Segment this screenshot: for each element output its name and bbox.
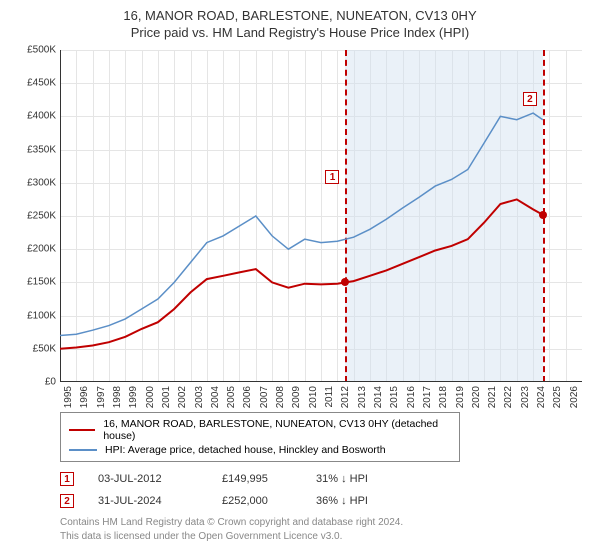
y-tick-label: £200K bbox=[16, 244, 56, 255]
address-title: 16, MANOR ROAD, BARLESTONE, NUNEATON, CV… bbox=[16, 8, 584, 23]
y-tick-label: £250K bbox=[16, 211, 56, 222]
x-tick-label: 1999 bbox=[128, 386, 139, 408]
x-tick-label: 2026 bbox=[569, 386, 580, 408]
x-tick-label: 2017 bbox=[422, 386, 433, 408]
x-tick-label: 2021 bbox=[487, 386, 498, 408]
line-series bbox=[60, 50, 582, 382]
title-block: 16, MANOR ROAD, BARLESTONE, NUNEATON, CV… bbox=[16, 8, 584, 40]
y-tick-label: £300K bbox=[16, 177, 56, 188]
legend-item: 16, MANOR ROAD, BARLESTONE, NUNEATON, CV… bbox=[69, 417, 451, 443]
y-tick-label: £150K bbox=[16, 277, 56, 288]
chart-container: 16, MANOR ROAD, BARLESTONE, NUNEATON, CV… bbox=[0, 0, 600, 560]
x-tick-label: 2020 bbox=[471, 386, 482, 408]
x-tick-label: 2015 bbox=[389, 386, 400, 408]
sale-row: 1 03-JUL-2012 £149,995 31% ↓ HPI bbox=[60, 472, 584, 486]
sale-row: 2 31-JUL-2024 £252,000 36% ↓ HPI bbox=[60, 494, 584, 508]
x-tick-label: 2001 bbox=[161, 386, 172, 408]
x-tick-label: 2025 bbox=[552, 386, 563, 408]
sale-price: £149,995 bbox=[222, 473, 292, 485]
x-tick-label: 2014 bbox=[373, 386, 384, 408]
x-tick-label: 1998 bbox=[112, 386, 123, 408]
footer-line1: Contains HM Land Registry data © Crown c… bbox=[60, 516, 584, 530]
sales-table: 1 03-JUL-2012 £149,995 31% ↓ HPI 2 31-JUL-202… bbox=[60, 472, 584, 508]
footer-line2: This data is licensed under the Open Gov… bbox=[60, 530, 584, 544]
y-tick-label: £450K bbox=[16, 78, 56, 89]
x-tick-label: 2005 bbox=[226, 386, 237, 408]
sale-hpi-delta: 31% ↓ HPI bbox=[316, 473, 406, 485]
x-tick-label: 1995 bbox=[63, 386, 74, 408]
x-tick-label: 2024 bbox=[536, 386, 547, 408]
sale-row-marker: 1 bbox=[60, 472, 74, 486]
x-tick-label: 2018 bbox=[438, 386, 449, 408]
sale-price: £252,000 bbox=[222, 495, 292, 507]
x-tick-label: 2009 bbox=[291, 386, 302, 408]
x-tick-label: 2012 bbox=[340, 386, 351, 408]
x-tick-label: 2013 bbox=[357, 386, 368, 408]
y-tick-label: £500K bbox=[16, 45, 56, 56]
legend-item: HPI: Average price, detached house, Hinc… bbox=[69, 443, 451, 457]
x-tick-label: 2002 bbox=[177, 386, 188, 408]
series-price_paid bbox=[60, 199, 543, 348]
chart-area: 1 2 £0 £50K £100K £150K £200K £250K £300K £350K £… bbox=[16, 46, 582, 406]
x-tick-label: 2023 bbox=[520, 386, 531, 408]
footer-attribution: Contains HM Land Registry data © Crown c… bbox=[60, 516, 584, 543]
sale-date: 31-JUL-2024 bbox=[98, 495, 198, 507]
sale-marker-1: 1 bbox=[325, 170, 339, 184]
y-tick-label: £350K bbox=[16, 144, 56, 155]
sale-hpi-delta: 36% ↓ HPI bbox=[316, 495, 406, 507]
x-tick-label: 2016 bbox=[406, 386, 417, 408]
legend-swatch bbox=[69, 449, 97, 451]
x-tick-label: 2003 bbox=[194, 386, 205, 408]
x-tick-label: 2022 bbox=[503, 386, 514, 408]
sale-point bbox=[539, 211, 547, 219]
sale-row-marker: 2 bbox=[60, 494, 74, 508]
x-tick-label: 2006 bbox=[242, 386, 253, 408]
x-tick-label: 2000 bbox=[145, 386, 156, 408]
x-tick-label: 2008 bbox=[275, 386, 286, 408]
x-tick-label: 1997 bbox=[96, 386, 107, 408]
y-tick-label: £50K bbox=[16, 343, 56, 354]
legend-label: HPI: Average price, detached house, Hinc… bbox=[105, 444, 386, 456]
legend-swatch bbox=[69, 429, 95, 431]
x-tick-label: 1996 bbox=[79, 386, 90, 408]
x-tick-label: 2010 bbox=[308, 386, 319, 408]
sale-point bbox=[341, 278, 349, 286]
legend-label: 16, MANOR ROAD, BARLESTONE, NUNEATON, CV… bbox=[103, 418, 451, 442]
x-tick-label: 2007 bbox=[259, 386, 270, 408]
y-tick-label: £0 bbox=[16, 377, 56, 388]
x-tick-label: 2019 bbox=[455, 386, 466, 408]
legend: 16, MANOR ROAD, BARLESTONE, NUNEATON, CV… bbox=[60, 412, 460, 462]
y-tick-label: £100K bbox=[16, 310, 56, 321]
x-tick-label: 2011 bbox=[324, 386, 335, 408]
series-hpi bbox=[60, 113, 543, 335]
x-tick-label: 2004 bbox=[210, 386, 221, 408]
sale-date: 03-JUL-2012 bbox=[98, 473, 198, 485]
subtitle: Price paid vs. HM Land Registry's House … bbox=[16, 25, 584, 40]
y-tick-label: £400K bbox=[16, 111, 56, 122]
sale-marker-2: 2 bbox=[523, 92, 537, 106]
